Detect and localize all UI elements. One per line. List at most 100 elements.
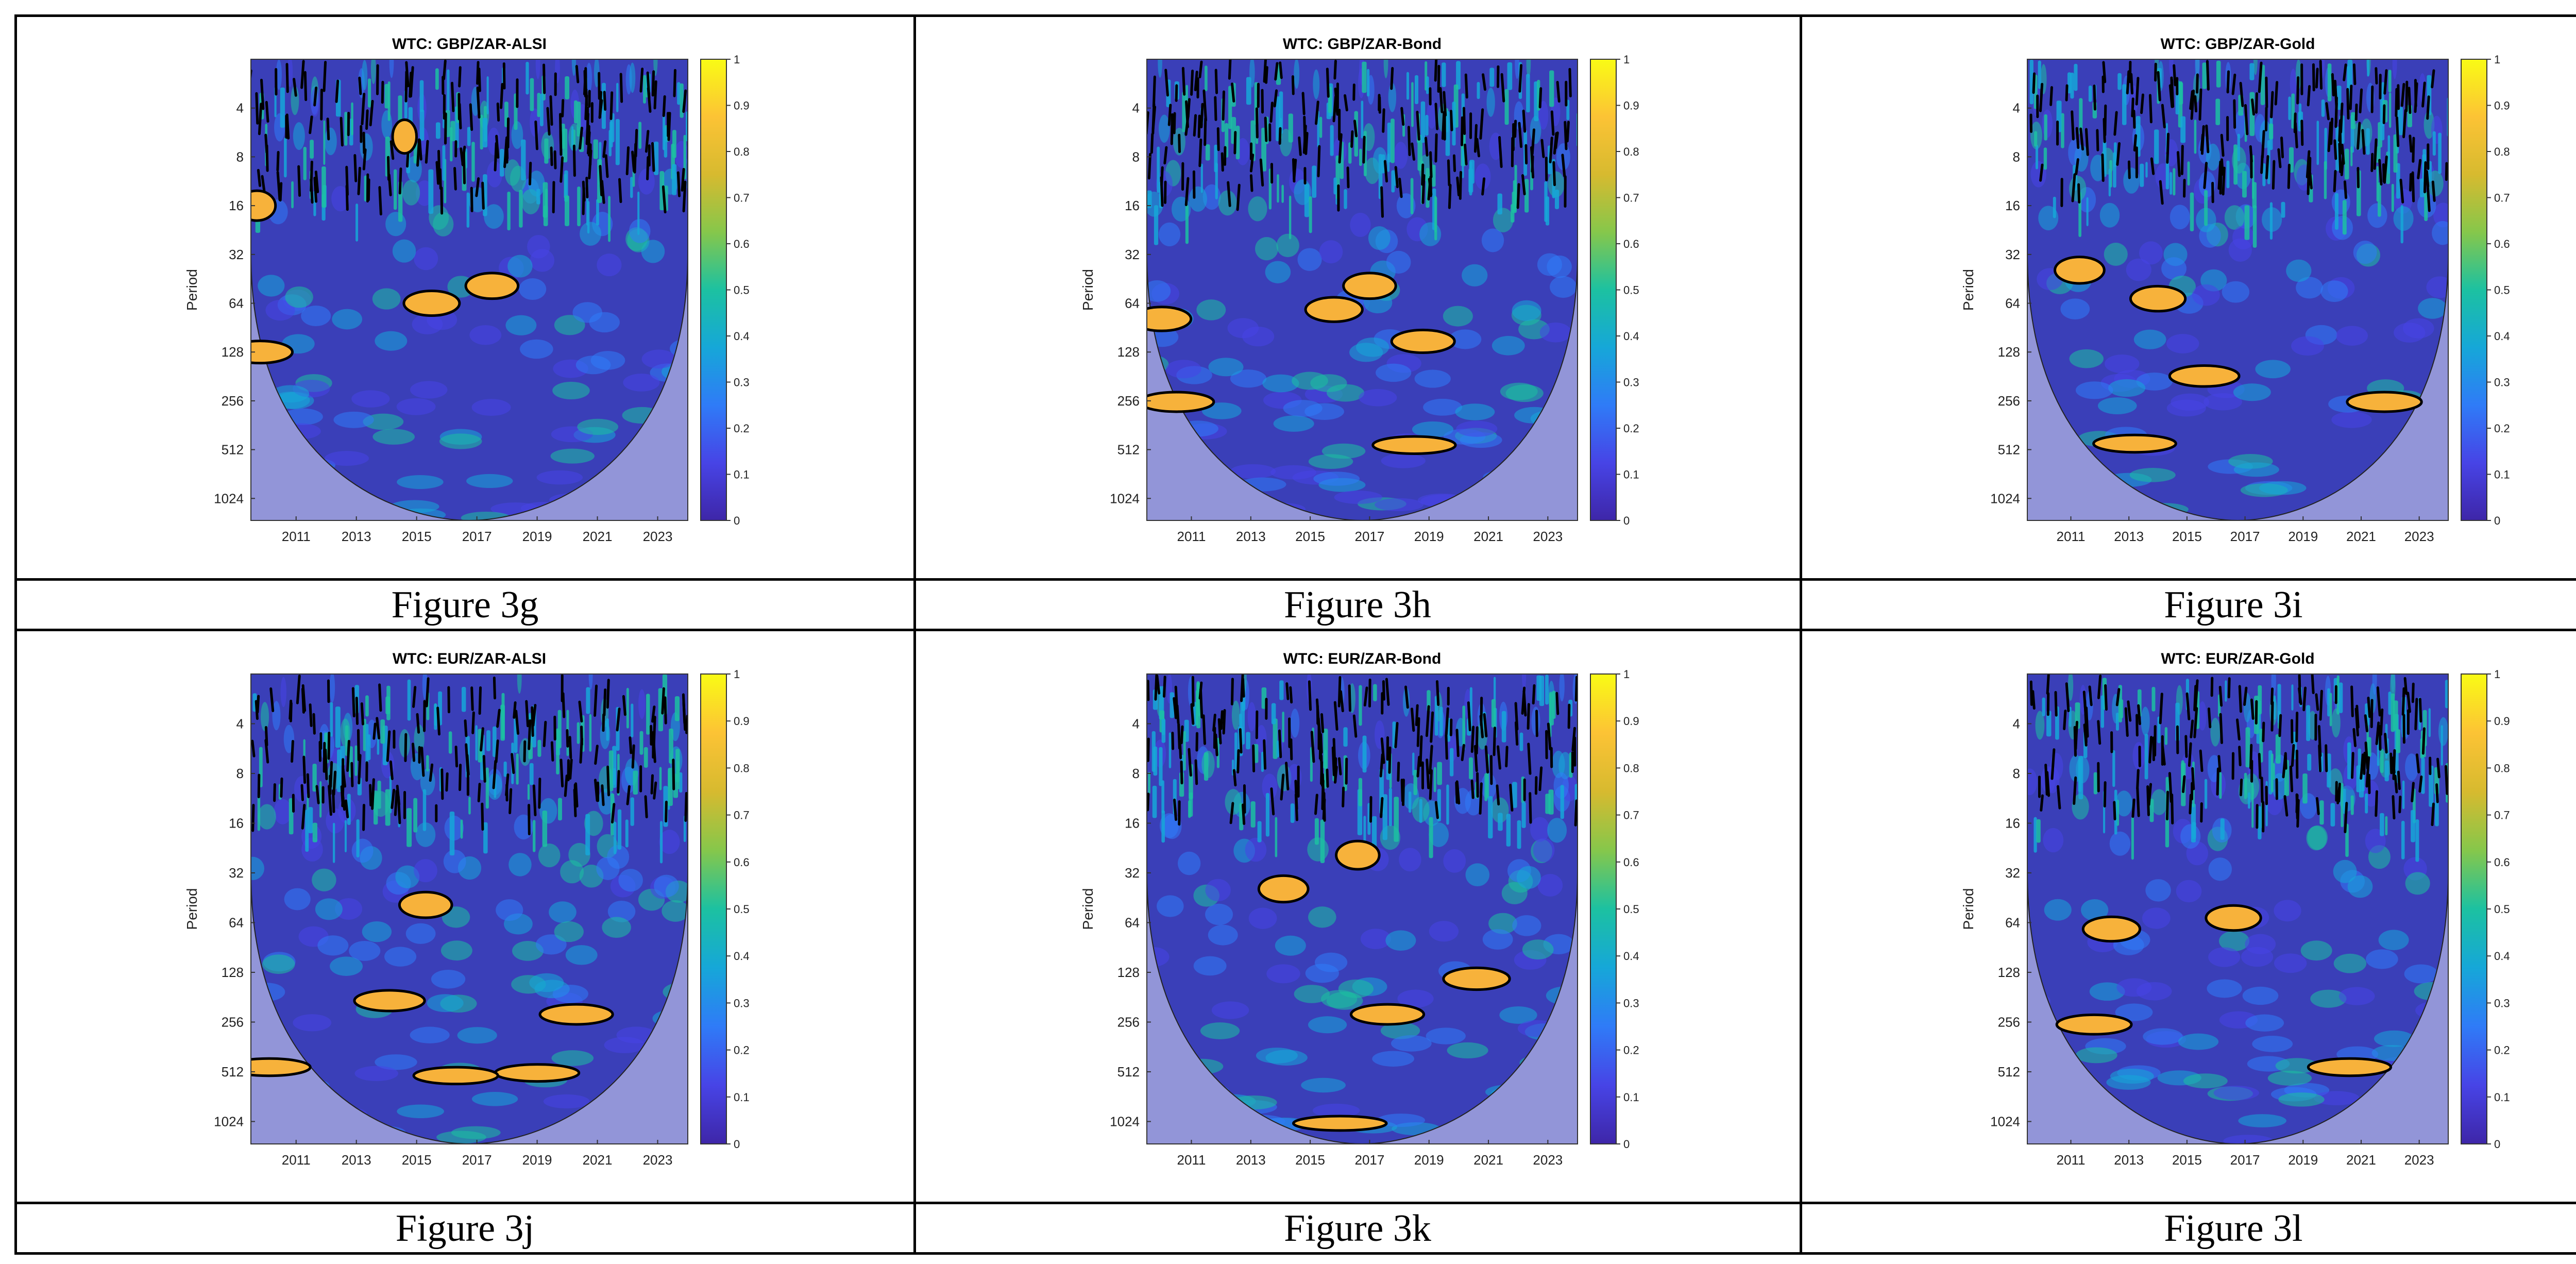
phase-arrow — [1279, 61, 1283, 79]
coherence-blob — [2233, 383, 2271, 401]
phase-arrow — [2417, 159, 2422, 179]
coherence-streak — [1519, 732, 1523, 751]
phase-arrow — [1434, 801, 1439, 819]
coherence-blob — [1426, 1027, 1466, 1044]
coherence-streak — [639, 731, 643, 755]
coherence-blob — [1305, 964, 1339, 983]
phase-arrow — [340, 116, 344, 147]
coherence-streak — [537, 739, 541, 757]
phase-arrow — [662, 185, 667, 214]
coherence-streak — [2277, 684, 2281, 723]
phase-arrow — [365, 109, 369, 130]
significance-contour — [1442, 966, 1511, 991]
coherence-streak — [406, 808, 412, 847]
coherence-field — [251, 59, 688, 520]
coherence-streak — [557, 710, 562, 749]
coherence-streak — [2204, 779, 2208, 809]
coherence-blob — [436, 1131, 486, 1144]
coherence-streak — [2441, 725, 2443, 766]
phase-arrow — [265, 100, 269, 123]
phase-arrow — [646, 71, 651, 100]
coherence-blob — [1248, 907, 1277, 929]
phase-arrow — [1241, 678, 1245, 698]
coherence-streak — [2154, 129, 2159, 164]
colorbar-tick-label: 0.4 — [734, 950, 750, 963]
phase-arrow — [2389, 752, 2393, 774]
coherence-blob — [326, 808, 345, 834]
colorbar-tick-label: 0.7 — [734, 809, 750, 822]
colorbar-tick-label: 0 — [1623, 1138, 1630, 1151]
phase-arrow — [2325, 102, 2330, 121]
coherence-streak — [1168, 732, 1172, 769]
phase-arrow — [525, 700, 530, 728]
phase-arrow — [1425, 705, 1430, 737]
coherence-streak — [1204, 752, 1209, 781]
coherence-streak — [387, 81, 391, 121]
phase-arrow — [1202, 89, 1208, 122]
coherence-streak — [2252, 205, 2257, 248]
phase-arrow — [306, 773, 310, 798]
coherence-streak — [2342, 200, 2347, 235]
phase-arrow — [464, 719, 468, 737]
table-border — [14, 1252, 2576, 1255]
x-tick-label: 2017 — [1354, 529, 1384, 544]
coherence-blob — [397, 1104, 444, 1119]
coherence-streak — [2093, 772, 2098, 795]
coherence-blob — [2331, 411, 2372, 428]
coherence-streak — [1343, 727, 1348, 747]
coherence-blob — [2206, 143, 2220, 171]
phase-arrow — [1289, 686, 1293, 704]
coherence-blob — [504, 159, 520, 186]
phase-arrow — [2065, 84, 2069, 102]
coherence-streak — [2327, 63, 2332, 102]
phase-arrow — [2330, 117, 2334, 145]
phase-arrow — [386, 730, 391, 762]
phase-arrow — [2251, 98, 2255, 116]
coherence-streak — [516, 753, 519, 785]
phase-arrow — [1464, 73, 1468, 99]
coherence-streak — [2401, 820, 2405, 859]
coherence-streak — [615, 119, 620, 165]
coherence-streak — [577, 186, 581, 227]
phase-arrow — [1285, 682, 1290, 700]
coherence-blob — [519, 278, 547, 300]
y-tick-label: 128 — [1998, 965, 2020, 980]
coherence-blob — [586, 62, 592, 93]
phase-arrow — [2421, 727, 2426, 755]
coherence-blob — [571, 59, 577, 76]
phase-arrow — [453, 166, 457, 191]
colorbar-tick-label: 0.3 — [2494, 997, 2510, 1009]
coherence-blob — [2233, 462, 2279, 477]
coherence-streak — [1333, 177, 1337, 195]
phase-arrow — [493, 677, 496, 700]
phase-arrow — [323, 61, 327, 92]
phase-arrow — [2294, 122, 2298, 148]
coherence-streak — [2391, 693, 2395, 732]
coherence-streak — [2367, 59, 2369, 77]
coherence-streak — [637, 191, 640, 235]
coherence-blob — [2331, 708, 2341, 738]
phase-arrow — [470, 187, 473, 212]
phase-arrow — [1484, 745, 1489, 774]
phase-arrow — [2261, 130, 2265, 159]
y-tick-label: 32 — [1125, 865, 1140, 881]
phase-arrow — [303, 71, 308, 102]
coherence-blob — [301, 837, 323, 862]
coherence-blob — [2278, 1092, 2325, 1107]
significance-contour — [1349, 1003, 1426, 1026]
coherence-blob — [325, 451, 369, 466]
phase-arrow — [480, 727, 484, 752]
coherence-blob — [604, 1037, 645, 1053]
coherence-streak — [2347, 59, 2353, 91]
phase-arrow — [2173, 64, 2177, 87]
phase-arrow — [409, 66, 414, 98]
phase-arrow — [1152, 75, 1156, 108]
coherence-blob — [2043, 828, 2064, 853]
significance-contour — [251, 1057, 312, 1077]
coherence-blob — [2141, 706, 2150, 736]
table-border — [14, 629, 2576, 631]
colorbar-tick-label: 0.9 — [734, 715, 750, 728]
coherence-streak — [1548, 789, 1554, 815]
colorbar-tick-label: 0.6 — [734, 238, 750, 250]
phase-arrow — [2397, 770, 2401, 790]
